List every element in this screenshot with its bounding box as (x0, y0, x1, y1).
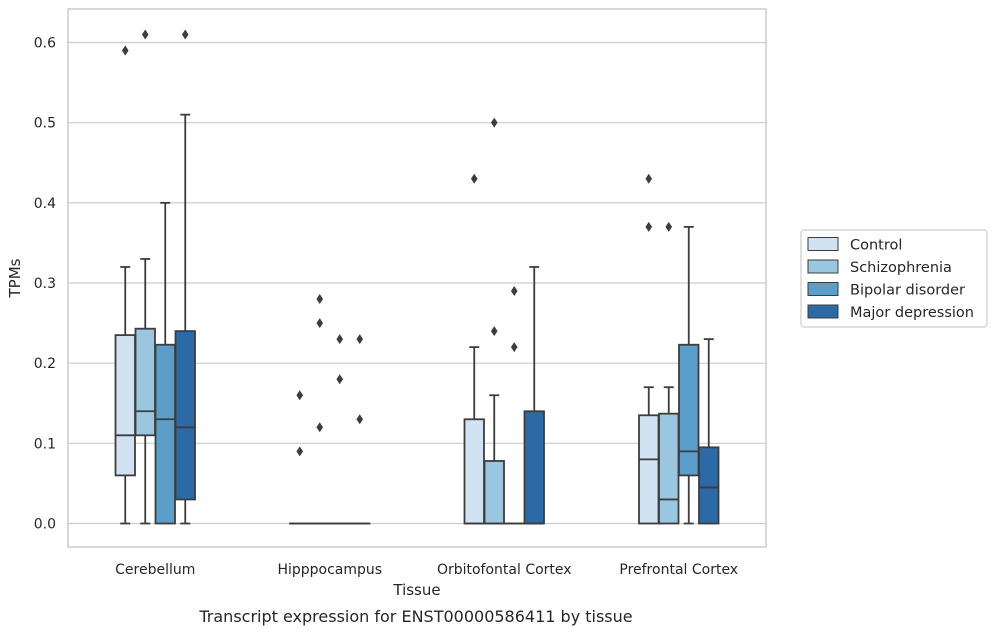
box-major-depression (698, 338, 720, 525)
x-tick-label: Orbitofontal Cortex (437, 562, 572, 578)
outlier-point (665, 221, 673, 232)
box-iqr (463, 418, 485, 525)
plot-area-frame (67, 8, 767, 548)
y-axis-label: TPMs (6, 258, 24, 298)
x-tick-label: Prefrontal Cortex (619, 562, 738, 578)
legend-item: Control (807, 237, 902, 254)
outlier-point (316, 294, 324, 305)
box-control (463, 173, 485, 525)
legend-label: Schizophrenia (850, 260, 952, 276)
legend-swatch (807, 237, 839, 251)
outlier-point (490, 326, 498, 337)
chart-caption: Transcript expression for ENST0000058641… (198, 607, 632, 626)
outlier-point (336, 334, 344, 345)
y-tick-label: 0.0 (34, 517, 56, 533)
outlier-point (296, 446, 304, 457)
legend-item: Bipolar disorder (807, 282, 965, 299)
box-major-depression (174, 29, 196, 525)
outlier-point (356, 414, 364, 425)
x-axis-ticks: Cerebellum Hipppocampus Orbitofontal Corte… (115, 562, 738, 578)
box-control (289, 390, 311, 525)
legend: Control Schizophrenia Bipolar disorder Majo… (800, 229, 988, 328)
outlier-point (316, 422, 324, 433)
outlier-point (296, 390, 304, 401)
box-schizophrenia (134, 29, 156, 525)
legend-frame (800, 229, 988, 328)
box-iqr (134, 327, 156, 437)
boxes (114, 29, 720, 525)
box-iqr (523, 410, 545, 525)
outlier-point (316, 318, 324, 329)
x-axis-label: Tissue (392, 581, 440, 599)
y-tick-label: 0.5 (34, 116, 56, 132)
y-tick-label: 0.3 (34, 276, 56, 292)
outlier-point (356, 334, 364, 345)
box-schizophrenia (658, 221, 680, 525)
box-iqr (678, 343, 700, 477)
outlier-point (490, 117, 498, 128)
box-control (114, 45, 136, 525)
box-iqr (638, 414, 660, 525)
box-bipolar-disorder (678, 225, 700, 525)
y-tick-label: 0.4 (34, 196, 56, 212)
legend-label: Control (850, 238, 902, 254)
outlier-point (181, 29, 189, 40)
outlier-point (121, 45, 129, 56)
outlier-point (645, 173, 653, 184)
y-axis-ticks: 0.0 0.1 0.2 0.3 0.4 0.5 0.6 (34, 36, 56, 533)
outlier-point (336, 374, 344, 385)
box-iqr (658, 412, 680, 525)
box-iqr (154, 343, 176, 525)
outlier-point (470, 173, 478, 184)
legend-item: Major depression (807, 304, 974, 321)
outlier-point (510, 342, 518, 353)
box-major-depression (523, 266, 545, 525)
legend-label: Major depression (850, 305, 974, 321)
box-bipolar-disorder (329, 334, 351, 525)
y-tick-label: 0.2 (34, 356, 56, 372)
legend-swatch (807, 304, 839, 319)
box-iqr (114, 334, 136, 477)
box-schizophrenia (309, 294, 331, 525)
y-tick-label: 0.1 (34, 436, 56, 452)
box-bipolar-disorder (154, 201, 176, 525)
box-control (638, 173, 660, 525)
box-iqr (698, 446, 720, 525)
legend-swatch (807, 259, 839, 274)
outlier-point (510, 286, 518, 297)
box-bipolar-disorder (503, 286, 525, 525)
legend-label: Bipolar disorder (850, 283, 965, 299)
x-tick-label: Cerebellum (115, 562, 195, 578)
outlier-point (645, 221, 653, 232)
box-schizophrenia (483, 117, 505, 525)
legend-swatch (807, 282, 839, 296)
x-tick-label: Hipppocampus (277, 562, 382, 578)
box-iqr (483, 460, 505, 525)
box-iqr (174, 330, 196, 501)
box-major-depression (349, 334, 371, 525)
y-tick-label: 0.6 (34, 36, 56, 52)
legend-item: Schizophrenia (807, 259, 952, 276)
outlier-point (141, 29, 149, 40)
